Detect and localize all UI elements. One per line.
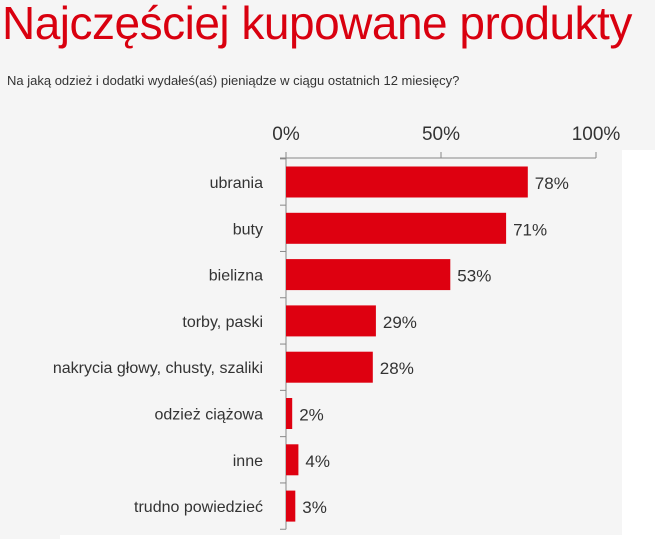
category-label: odzież ciążowa [155,407,264,424]
data-label: 29% [383,313,417,332]
bar-1 [286,212,507,244]
data-label: 2% [299,406,324,425]
bar-7 [286,490,296,522]
category-label: buty [233,221,263,238]
category-label: inne [233,453,263,470]
data-label: 78% [535,174,569,193]
data-label: 71% [513,220,547,239]
x-tick-label: 0% [272,124,300,145]
bar-2 [286,259,451,291]
data-label: 3% [302,498,327,517]
category-label: bielizna [209,268,263,285]
data-label: 53% [457,267,491,286]
category-label: nakrycia głowy, chusty, szaliki [53,360,263,377]
bar-4 [286,351,373,383]
background-panel [622,150,655,539]
chart-subtitle: Na jaką odzież i dodatki wydałeś(aś) pie… [7,73,460,88]
bar-3 [286,305,376,337]
data-label: 4% [305,452,330,471]
bar-5 [286,398,293,429]
data-label: 28% [380,359,414,378]
bar-0 [286,166,528,198]
background-panel [60,535,655,539]
category-label: trudno powiedzieć [134,499,263,516]
x-tick-label: 50% [422,124,460,145]
page-title: Najczęściej kupowane produkty [2,0,632,49]
category-label: torby, paski [182,314,263,331]
x-tick-label: 100% [572,124,621,145]
bar-6 [286,444,299,476]
category-label: ubrania [210,175,263,192]
